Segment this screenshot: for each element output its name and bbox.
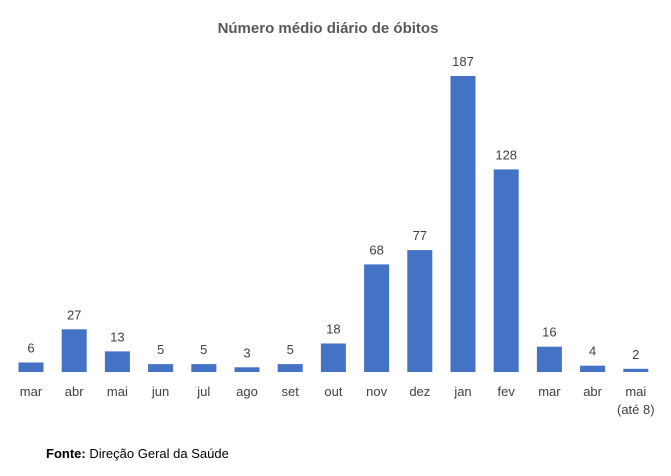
x-tick-label-9: dez bbox=[409, 384, 430, 399]
x-tick-label-5: ago bbox=[236, 384, 258, 399]
bar-7 bbox=[320, 343, 346, 372]
value-label-5: 3 bbox=[243, 345, 250, 360]
x-tick-label-1: abr bbox=[65, 384, 84, 399]
bar-13 bbox=[580, 365, 606, 372]
bar-14 bbox=[623, 368, 649, 372]
x-tick-label-11: fev bbox=[498, 384, 516, 399]
bar-8 bbox=[364, 264, 390, 372]
x-tick-label-4: jul bbox=[196, 384, 210, 399]
value-label-6: 5 bbox=[287, 342, 294, 357]
value-label-0: 6 bbox=[27, 341, 34, 356]
x-tick-label-10: jan bbox=[453, 384, 471, 399]
source-note: Fonte: Direção Geral da Saúde bbox=[46, 446, 229, 461]
x-tick-label-3: jun bbox=[151, 384, 169, 399]
bar-2 bbox=[104, 351, 130, 372]
bar-0 bbox=[18, 362, 44, 372]
bar-12 bbox=[536, 346, 562, 372]
x-tick-label-8: nov bbox=[366, 384, 387, 399]
value-label-1: 27 bbox=[67, 307, 81, 322]
bar-5 bbox=[234, 367, 260, 372]
bar-11 bbox=[493, 169, 519, 372]
bar-6 bbox=[277, 364, 303, 372]
value-label-9: 77 bbox=[413, 228, 427, 243]
source-text: Direção Geral da Saúde bbox=[85, 446, 229, 461]
x-tick-label-7: out bbox=[324, 384, 342, 399]
bar-4 bbox=[191, 364, 217, 372]
value-label-14: 2 bbox=[632, 347, 639, 362]
chart-title: Número médio diário de óbitos bbox=[218, 20, 439, 37]
bar-3 bbox=[148, 364, 174, 372]
value-label-10: 187 bbox=[452, 54, 474, 69]
x-tick-label-2: mai bbox=[107, 384, 128, 399]
bar-1 bbox=[61, 329, 87, 372]
x-tick-label-6: set bbox=[282, 384, 300, 399]
value-label-2: 13 bbox=[110, 329, 124, 344]
bar-10 bbox=[450, 76, 476, 372]
value-labels-group: 6 27 13 5 5 3 5 18 68 77 187 128 16 4 2 bbox=[27, 54, 639, 362]
value-label-12: 16 bbox=[542, 325, 556, 340]
x-tick-label-12: mar bbox=[538, 384, 561, 399]
value-label-8: 68 bbox=[369, 242, 383, 257]
x-tick-label-14: mai (até 8) bbox=[617, 384, 655, 417]
x-tick-label-13: abr bbox=[583, 384, 602, 399]
value-label-13: 4 bbox=[589, 344, 596, 359]
bar-9 bbox=[407, 250, 433, 372]
x-tick-label-0: mar bbox=[20, 384, 43, 399]
value-label-11: 128 bbox=[495, 147, 517, 162]
bars-group bbox=[18, 76, 649, 372]
x-axis-ticks: mar abr mai jun jul ago set out nov dez jan fev mar a… bbox=[20, 384, 655, 417]
value-label-7: 18 bbox=[326, 322, 340, 337]
value-label-3: 5 bbox=[157, 342, 164, 357]
source-label: Fonte: bbox=[46, 446, 86, 461]
value-label-4: 5 bbox=[200, 342, 207, 357]
